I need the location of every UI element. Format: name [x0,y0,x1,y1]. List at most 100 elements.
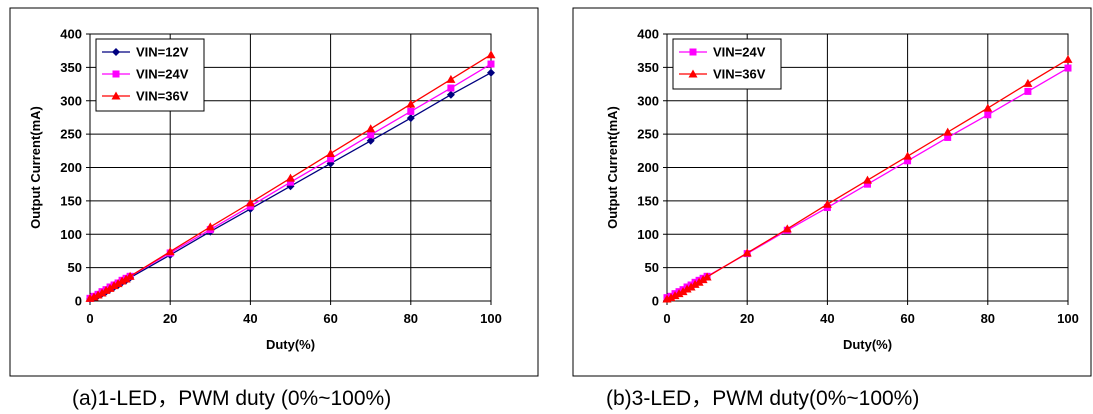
chart-panel-a: 0 50 100 150 200 250 300 350 400 0 20 40 60 80 100 Duty… [0,0,540,414]
chart-b-data-point [983,103,993,112]
chart-b-data-point [903,151,913,160]
chart-a: 0 50 100 150 200 250 300 350 400 0 20 40 60 80 100 Duty… [9,7,539,377]
chart-a-series-3 [85,50,496,302]
chart-b-xtick-label: 0 [663,311,670,326]
chart-a-data-point [245,198,255,207]
chart-a-data-point [89,292,99,301]
chart-b-ytick-label: 300 [637,93,659,108]
chart-a-data-point [205,222,215,231]
chart-a-ytick-label: 300 [60,93,82,108]
chart-b-legend-marker [688,69,698,78]
chart-a-data-point [105,283,115,292]
chart-b-y-axis-label: Output Current(mA) [605,106,620,229]
chart-b-data-point [943,127,953,136]
chart-b-ytick-label: 150 [637,193,659,208]
chart-a-data-point [97,288,107,297]
chart-b-legend-marker [689,48,697,56]
chart-b-ytick-label: 0 [652,294,659,309]
chart-a-ytick-label: 0 [75,294,82,309]
chart-a-data-point [125,271,135,280]
chart-a-data-point [406,114,415,123]
chart-a-xtick-label: 20 [163,311,177,326]
chart-b-data-point [678,287,688,296]
chart-b-series-2 [662,54,1073,303]
chart-a-xtick-label: 0 [86,311,93,326]
chart-b-xtick-label: 80 [981,311,995,326]
chart-a-legend-marker [112,48,120,56]
chart-b-data-point [674,289,684,298]
chart-b-xtick-label: 60 [900,311,914,326]
chart-a-legend: VIN=12V VIN=24V VIN=36V [95,38,205,112]
chart-b-xtick-label: 100 [1057,311,1079,326]
chart-a-x-axis-label: Duty(%) [266,337,315,352]
chart-b-data-point [694,277,704,286]
chart-b-x-axis-label: Duty(%) [843,337,892,352]
chart-b-legend-label: VIN=36V [713,67,766,82]
chart-a-ytick-label: 150 [60,193,82,208]
chart-a-xtick-label: 100 [480,311,502,326]
chart-a-legend-label: VIN=12V [136,45,189,60]
chart-b-data-point [742,248,752,257]
chart-a-data-point [117,276,127,285]
chart-b-xtick-label: 40 [820,311,834,326]
chart-b-caption: (b)3-LED，PWM duty(0%~100%) [606,387,920,410]
chart-a-data-point [287,178,294,186]
chart-b-data-point [1024,87,1032,95]
chart-b-data-point [686,282,696,291]
chart-b-data-point [690,279,700,288]
chart-a-ytick-label: 100 [60,227,82,242]
chart-b-data-point [944,133,952,141]
chart-a-xtick-label: 60 [323,311,337,326]
chart-a-data-point [113,279,123,288]
chart-b-data-point [702,272,712,281]
chart-a-y-axis-label: Output Current(mA) [28,106,43,229]
chart-a-data-point [486,50,496,59]
chart-a-xtick-label: 40 [243,311,257,326]
chart-b: 0 50 100 150 200 250 300 350 400 0 20 40 60 80 100 Duty… [572,7,1092,377]
chart-b-xtick-label: 20 [740,311,754,326]
chart-b-data-point [863,175,872,184]
chart-a-data-point [366,136,375,145]
chart-a-data-point [326,148,336,157]
chart-panel-b: 0 50 100 150 200 250 300 350 400 0 20 40 60 80 100 Duty… [572,0,1093,414]
chart-a-data-point [487,60,495,68]
chart-b-data-point [698,275,708,284]
chart-b-ytick-label: 200 [637,160,659,175]
chart-b-data-point [864,180,871,188]
chart-a-caption: (a)1-LED，PWM duty (0%~100%) [72,387,392,410]
chart-a-data-point [366,124,376,133]
chart-b-ytick-label: 50 [645,260,659,275]
chart-a-ytick-label: 250 [60,127,82,142]
chart-a-data-point [407,107,415,115]
chart-a-ytick-label: 200 [60,160,82,175]
chart-a-data-point [327,155,335,163]
chart-b-data-point [1064,64,1072,72]
chart-b-ytick-label: 250 [637,127,659,142]
chart-b-legend-box [672,38,782,90]
chart-a-ytick-label: 400 [60,27,82,42]
chart-a-data-point [121,274,131,283]
chart-a-ytick-label: 50 [68,260,82,275]
chart-b-data-point [822,199,832,208]
chart-a-xtick-label: 80 [404,311,418,326]
chart-a-data-point [447,84,455,92]
chart-a-data-point [487,68,495,77]
chart-a-data-point [165,247,175,256]
chart-b-legend-label: VIN=24V [713,45,766,60]
chart-a-data-point [446,74,456,83]
chart-a-legend-marker [111,91,121,100]
chart-b-ytick-label: 100 [637,227,659,242]
chart-b-data-point [670,291,680,300]
chart-b-legend: VIN=24V VIN=36V [672,38,782,90]
chart-a-data-point [406,99,416,108]
chart-b-data-point [782,224,792,233]
chart-b-data-point [904,157,912,165]
chart-a-data-point [367,131,375,139]
chart-a-ytick-label: 350 [60,60,82,75]
chart-b-data-point [1063,54,1073,63]
chart-a-legend-label: VIN=36V [136,89,189,104]
chart-b-data-point [1023,78,1033,87]
chart-a-legend-marker [112,70,120,78]
chart-a-data-point [93,290,103,299]
chart-b-data-point [666,293,676,302]
